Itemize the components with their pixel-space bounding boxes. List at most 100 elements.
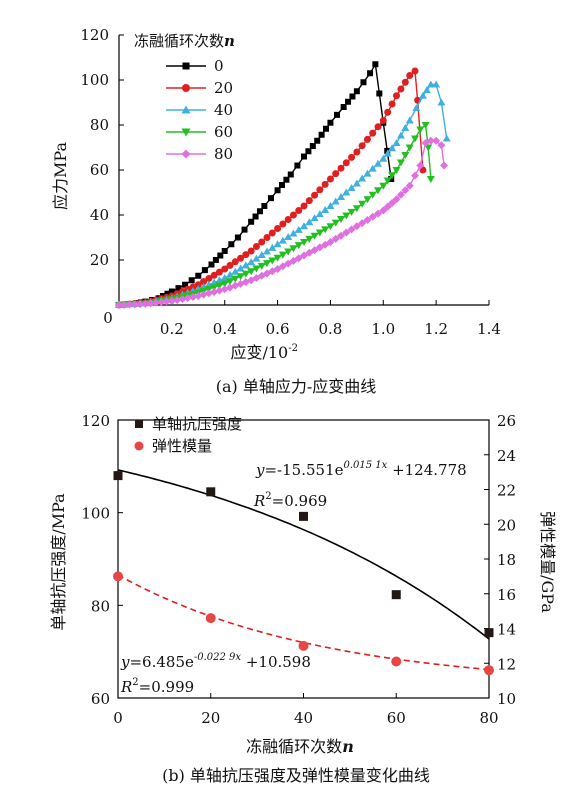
- chart-a-ticks: 20 40 60 80 100 120 0.2 0.4 0.6 0.8 1.0 1.2 1.4: [80, 26, 501, 338]
- chart-a-point: [236, 273, 245, 281]
- chart-a-point: [300, 222, 308, 230]
- chart-b-point: [391, 590, 401, 600]
- chart-a-point: [334, 111, 341, 118]
- chart-a-point: [247, 247, 255, 255]
- chart-a-point: [136, 300, 145, 309]
- chart-a-point: [311, 191, 319, 199]
- chart-a-point: [316, 186, 324, 194]
- chart-a-point: [267, 195, 274, 202]
- chart-a-x-tick-label: 0.4: [213, 320, 237, 338]
- chart-a-point: [323, 125, 330, 132]
- chart-a-point: [337, 231, 345, 240]
- chart-a-point: [237, 254, 245, 262]
- chart-a-point: [284, 216, 292, 223]
- chart-a-point: [340, 104, 347, 110]
- chart-a-point: [164, 290, 171, 297]
- chart-a-point: [173, 295, 182, 304]
- chart-a-point: [372, 61, 379, 68]
- chart-a-legend-marker: [181, 149, 191, 159]
- chart-a-point: [252, 243, 260, 250]
- chart-a-point: [287, 171, 294, 178]
- chart-a-point: [294, 162, 301, 169]
- chart-b-ylabel-left: 单轴抗压强度/MPa: [49, 493, 68, 631]
- chart-a-point: [326, 175, 334, 183]
- chart-b-point: [298, 640, 309, 651]
- chart-a-y-tick-label: 20: [90, 251, 109, 269]
- chart-a-xlabel: 应变/10-2: [230, 343, 298, 362]
- chart-a-legend-label: 40: [214, 101, 233, 119]
- chart-a-point: [242, 251, 250, 259]
- chart-a-point: [247, 258, 256, 266]
- chart-b-y-tick-label-right: 14: [497, 621, 516, 639]
- chart-a-point: [168, 288, 175, 295]
- chart-a-point: [368, 191, 377, 199]
- chart-a-line-60: [118, 123, 432, 306]
- chart-a-point: [342, 159, 350, 167]
- chart-b-y-tick-label-right: 12: [497, 655, 516, 673]
- chart-a-point: [383, 149, 392, 157]
- chart-b-y-tick-label-right: 16: [497, 586, 516, 604]
- chart-a-point: [212, 257, 219, 263]
- chart-a-point: [273, 240, 282, 248]
- chart-a-point: [401, 152, 410, 159]
- chart-a-legend-marker: [181, 105, 191, 114]
- chart-a-point: [294, 242, 303, 250]
- chart-a-point: [437, 141, 446, 150]
- chart-a-point: [289, 245, 298, 253]
- chart-a-point: [348, 153, 356, 161]
- chart-a-point: [283, 176, 290, 183]
- chart-a-point: [268, 229, 276, 237]
- fit1-equation: y=-15.551e0.015 1x +124.778: [255, 460, 467, 479]
- chart-a-point: [305, 218, 314, 226]
- chart-a-point: [301, 153, 307, 160]
- chart-a-point: [210, 284, 219, 292]
- strength-modulus-chart: 60 80 100 120 10 12 14 16 18 20 22 24 26 0 20 40 60 80 单轴…: [49, 412, 557, 785]
- chart-a-point: [392, 139, 401, 146]
- chart-a-point: [396, 190, 405, 199]
- chart-a-x-tick-label: 1.0: [371, 320, 395, 338]
- chart-a-series-60: [115, 122, 435, 309]
- chart-b-ticks: 60 80 100 120 10 12 14 16 18 20 22 24 26 0 20 40 60 80: [81, 412, 516, 727]
- chart-a-point: [315, 210, 324, 218]
- chart-b-y-tick-label-right: 26: [497, 412, 516, 430]
- chart-b-legend-item: 弹性模量: [134, 437, 212, 455]
- chart-a-point: [421, 122, 430, 129]
- chart-b-y-tick-label-right: 22: [497, 482, 516, 500]
- chart-b-y-tick-label-left: 120: [81, 412, 110, 430]
- chart-a-point: [388, 144, 397, 152]
- chart-a-point: [442, 134, 451, 142]
- chart-a-point: [231, 275, 240, 283]
- chart-a-point: [347, 208, 356, 216]
- chart-b-legend-label: 弹性模量: [152, 437, 212, 455]
- chart-b-legend-label: 单轴抗压强度: [152, 415, 242, 433]
- chart-a-x-tick-label: 0.8: [318, 320, 342, 338]
- chart-a-point: [226, 261, 234, 269]
- chart-a-point: [241, 270, 250, 278]
- chart-b-legend-marker: [134, 441, 144, 451]
- chart-b-x-tick-label: 40: [294, 709, 313, 727]
- chart-a-axes: [118, 35, 489, 306]
- chart-a-point: [310, 214, 319, 222]
- chart-a-point: [125, 300, 134, 309]
- chart-a-point: [278, 182, 285, 188]
- chart-a-point: [397, 85, 405, 93]
- chart-a-x-tick-label: 0.2: [160, 320, 184, 338]
- chart-a-point: [331, 234, 340, 243]
- chart-a-legend-label: 60: [214, 123, 233, 141]
- chart-a-point: [337, 193, 345, 200]
- chart-a-point: [182, 281, 189, 288]
- chart-a-point: [352, 222, 361, 231]
- chart-a-point: [396, 131, 405, 139]
- chart-a-point: [278, 236, 287, 244]
- fit1-r2: R2=0.969: [253, 491, 327, 510]
- chart-a-y-tick-label: 80: [90, 116, 109, 134]
- chart-a-point: [263, 247, 271, 255]
- chart-a-point: [426, 136, 435, 145]
- chart-a-point: [374, 123, 382, 131]
- chart-b-y-tick-label-left: 100: [81, 505, 110, 523]
- chart-a-point: [358, 219, 367, 228]
- chart-a-point: [241, 261, 250, 269]
- chart-b-series-modulus: [113, 571, 494, 676]
- chart-a-x-tick-label: 1.2: [424, 320, 448, 338]
- chart-a-point: [305, 197, 313, 205]
